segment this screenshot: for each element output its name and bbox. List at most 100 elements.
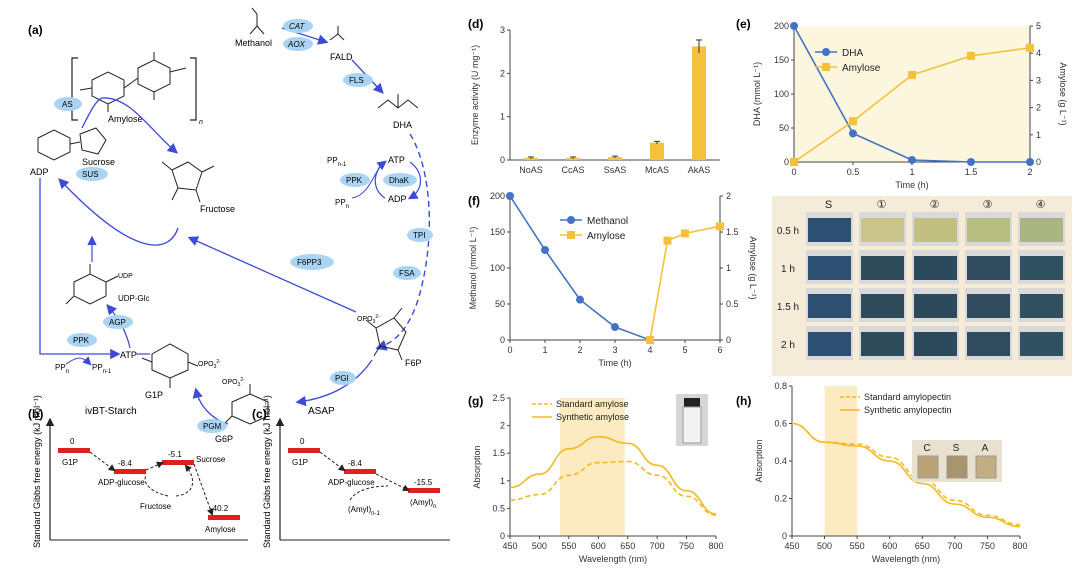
photo-cell-sample <box>967 332 1010 356</box>
d-ytick-label: 1 <box>500 112 505 122</box>
e-xtick-label: 1 <box>909 167 914 177</box>
f-ylabel: Methanol (mmol L⁻¹) <box>468 227 478 310</box>
f-point <box>611 323 619 332</box>
energy-b-label-fructose: Fructose <box>140 502 172 511</box>
f-ytick-label: 150 <box>490 227 505 237</box>
d-bar <box>692 46 706 160</box>
e-ytick-label: 50 <box>779 123 789 133</box>
e-y2tick-label: 0 <box>1036 157 1041 167</box>
f-point <box>663 236 672 245</box>
f6p-label: F6P <box>405 358 422 368</box>
enzyme-fsa-label: FSA <box>399 269 415 278</box>
energy-b-arrow-fructose-2 <box>175 464 194 497</box>
e-xtick-label: 0 <box>791 167 796 177</box>
enzyme-aox-label: AOX <box>287 40 306 49</box>
enzyme-pgm-label: PGM <box>203 422 222 431</box>
g-ytick-label: 2 <box>500 421 505 431</box>
f-xtick-label: 4 <box>647 345 652 355</box>
arrow-fructose-adp <box>58 178 179 246</box>
panel-label-a: (a) <box>28 23 43 37</box>
arrow-f6p-g6p <box>295 359 373 407</box>
energy-b-label-adpglucose: ADP-glucose <box>98 478 145 487</box>
dha-label: DHA <box>393 120 412 130</box>
photo-cell-sample <box>1020 294 1063 318</box>
pp-n-top: PPn <box>335 198 349 210</box>
energy-c-value-g1p: 0 <box>300 437 305 446</box>
amylose-n: n <box>199 119 203 126</box>
photo-grid-column-label: ② <box>930 199 940 211</box>
e-ytick-label: 200 <box>774 21 789 31</box>
h-legend-label: Synthetic amylopectin <box>864 405 952 415</box>
e-point <box>908 70 916 79</box>
arrow-ppn-ppn1 <box>65 356 92 366</box>
energy-b-label-sucrose: Sucrose <box>196 455 226 464</box>
f-xtick-label: 5 <box>682 345 687 355</box>
e-point <box>790 158 798 166</box>
bracket-right <box>190 57 197 121</box>
photo-cell-sample <box>808 256 851 280</box>
e-y2tick-label: 5 <box>1036 21 1041 31</box>
arrow-sucrose-amylose <box>81 97 178 154</box>
h-inset-label: S <box>953 443 960 454</box>
enzyme-tpi-label: TPI <box>413 231 425 240</box>
panel-label-e: (e) <box>736 17 751 31</box>
panel-a-pathway: (a) Amylose n Methanol CAT AOX FALD FLS <box>28 7 433 444</box>
e-ytick-label: 150 <box>774 55 789 65</box>
adp-label-left: ADP <box>30 167 49 177</box>
amylose-label: Amylose <box>108 114 143 124</box>
f-ytick-label: 100 <box>490 263 505 273</box>
photo-cell-sample <box>808 294 851 318</box>
dha-structure-icon <box>377 94 419 109</box>
photo-cell-sample <box>808 218 851 242</box>
photo-grid-row-label: 1 h <box>781 264 795 275</box>
h-inset-sample <box>917 455 939 479</box>
e-point <box>849 117 857 126</box>
e-ytick-label: 0 <box>784 157 789 167</box>
e-point <box>1026 43 1034 52</box>
e-plot-background <box>794 26 1030 162</box>
panel-c-energy: (c) ASAP Standard Gibbs free energy (kJ … <box>252 395 450 548</box>
fald-label: FALD <box>330 52 353 62</box>
f-y2tick-label: 2 <box>726 191 731 201</box>
h-xtick-label: 700 <box>947 541 962 551</box>
panel-b-energy: (b) ivBT-Starch Standard Gibbs free ener… <box>28 395 248 548</box>
d-bar <box>524 157 538 160</box>
h-series-line <box>791 422 1021 528</box>
enzyme-as <box>54 97 82 111</box>
g-legend-label: Standard amylose <box>556 399 629 409</box>
f-xtick-label: 1 <box>542 345 547 355</box>
enzyme-pgi <box>330 371 356 385</box>
enzyme-sus <box>76 167 108 181</box>
e-y2tick-label: 1 <box>1036 130 1041 140</box>
d-ylabel: Enzyme activity (U mg⁻¹) <box>470 45 480 145</box>
udpglc-label: UDP-Glc <box>118 294 150 303</box>
h-xlabel: Wavelength (nm) <box>872 554 940 564</box>
f-y2label: Amylose (g L⁻¹) <box>748 236 758 299</box>
f-point <box>681 229 689 238</box>
f-xtick-label: 2 <box>577 345 582 355</box>
g1p-label: G1P <box>145 390 163 400</box>
g-ytick-label: 2.5 <box>492 393 505 403</box>
f-legend-marker <box>567 216 575 224</box>
methanol-label: Methanol <box>235 38 272 48</box>
h-inset-sample <box>975 455 997 479</box>
g1p-phosphate: OPO32- <box>198 359 221 370</box>
energy-b-value-g1p: 0 <box>70 437 75 446</box>
udp-label: UDP <box>118 273 133 280</box>
g-ytick-label: 0.5 <box>492 503 505 513</box>
h-ytick-label: 0.4 <box>774 456 787 466</box>
e-point <box>967 158 975 166</box>
enzyme-ppk-bottom <box>67 333 97 347</box>
g6p-phosphate: OPO32- <box>222 377 245 388</box>
f-point <box>506 192 514 200</box>
e-point <box>967 51 975 60</box>
e-point <box>908 155 916 164</box>
d-xtick-label: SsAS <box>604 165 627 175</box>
g6p-label: G6P <box>215 434 233 444</box>
e-point <box>1026 158 1034 166</box>
energy-c-level-g1p <box>288 448 320 453</box>
h-xtick-label: 650 <box>915 541 930 551</box>
atp-label-bottom: ATP <box>120 350 137 360</box>
arrow-dha-f6p-dashed <box>375 133 431 351</box>
h-xtick-label: 500 <box>817 541 832 551</box>
